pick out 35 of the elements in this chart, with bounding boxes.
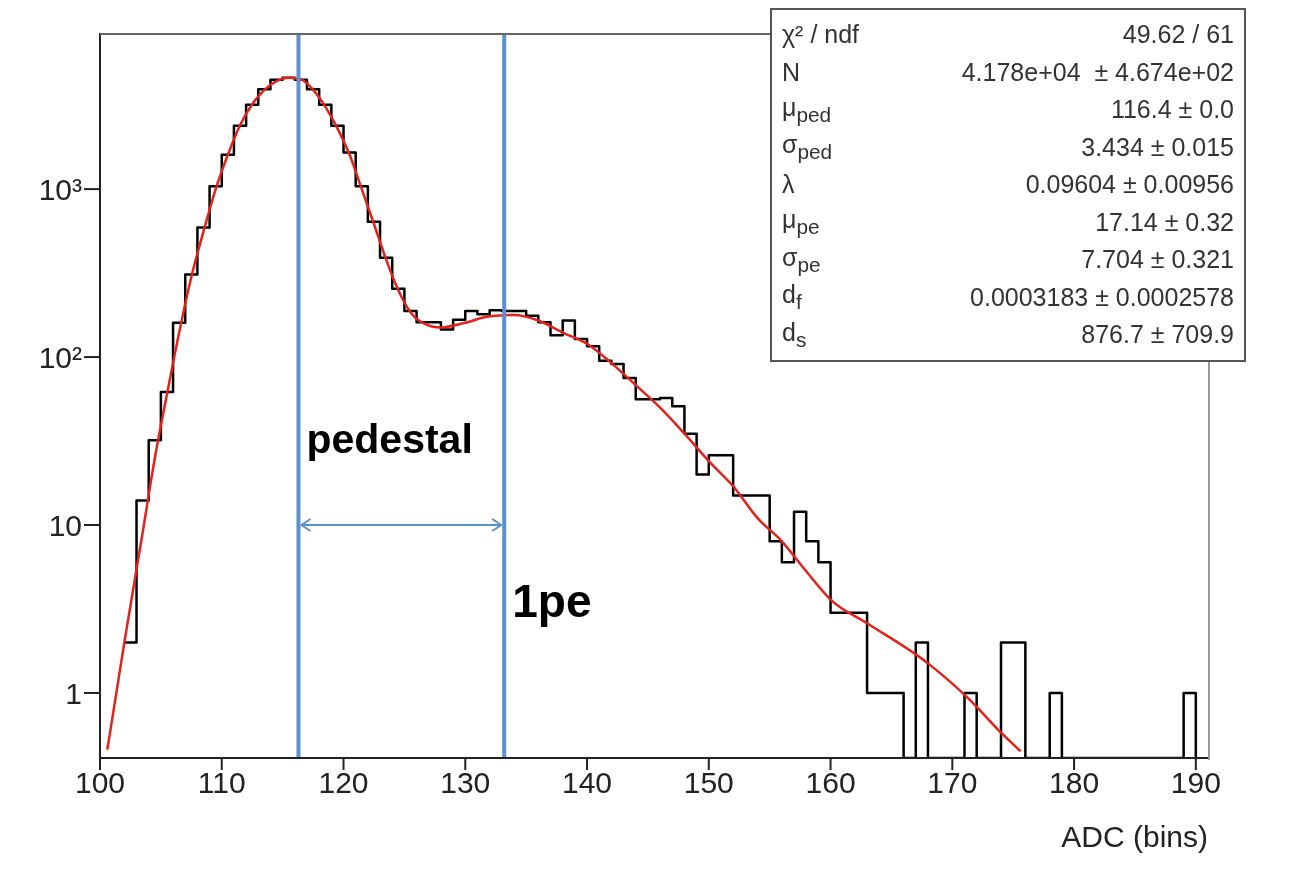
annotation: pedestal [306, 416, 473, 462]
annotation: 116.4 ± 0.0 [1110, 95, 1234, 125]
x-axis-title: ADC (bins) [1061, 820, 1208, 854]
x-tick-label: 100 [74, 766, 126, 800]
x-tick-label: 110 [197, 766, 246, 800]
annotation: 17.14 ± 0.32 [1095, 207, 1234, 237]
x-tick-label: 120 [318, 766, 369, 800]
annotation: σ$_{pe}$ [782, 242, 821, 277]
annotation: 0.0003183 ± 0.0002578 [970, 282, 1234, 312]
annotation: 49.62 / 61 [1122, 20, 1234, 50]
annotation: μ$_{pe}$ [782, 205, 820, 240]
annotation: 7.704 ± 0.321 [1081, 245, 1234, 275]
annotation: 0.09604 ± 0.00956 [1025, 170, 1234, 200]
x-tick-label: 160 [805, 766, 856, 800]
annotation: N [782, 57, 801, 87]
y-tick-label: 10³ [38, 172, 83, 206]
annotation: σ$_{ped}$ [782, 130, 833, 165]
y-tick-label: 10² [38, 340, 83, 374]
y-tick-label: 1 [65, 676, 82, 710]
x-tick-label: 130 [440, 766, 491, 800]
annotation: λ [782, 170, 795, 200]
x-tick-label: 170 [927, 766, 978, 800]
x-tick-label: 140 [562, 766, 613, 800]
annotation: 4.178e+04 ± 4.674e+02 [961, 57, 1234, 87]
annotation: d$_{f}$ [782, 280, 802, 315]
x-tick-label: 190 [1170, 766, 1221, 800]
annotation: 1pe [512, 575, 592, 628]
y-tick-label: 10 [48, 508, 82, 542]
x-tick-label: 180 [1049, 766, 1100, 800]
annotation: μ$_{ped}$ [782, 92, 832, 127]
annotation: 3.434 ± 0.015 [1081, 132, 1234, 162]
annotation: 876.7 ± 709.9 [1081, 320, 1234, 350]
annotation: χ² / ndf [782, 20, 860, 50]
annotation: d$_{s}$ [782, 317, 807, 352]
x-tick-label: 150 [683, 766, 734, 800]
